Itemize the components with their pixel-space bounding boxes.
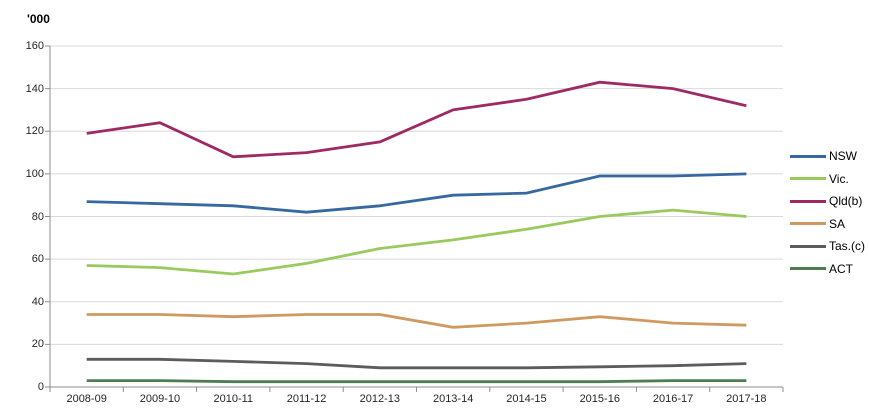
legend-label: SA bbox=[829, 216, 846, 231]
y-axis-tick-label: 120 bbox=[25, 125, 44, 138]
legend-label: NSW bbox=[829, 149, 857, 164]
series-line-tasc bbox=[86, 357, 747, 370]
series-line-vic bbox=[86, 208, 747, 276]
y-axis-tick-label: 140 bbox=[25, 82, 44, 95]
y-axis-tick-label: 160 bbox=[25, 40, 44, 52]
legend-swatch-icon bbox=[790, 199, 826, 203]
legend-item-sa: SA bbox=[790, 213, 865, 236]
legend-item-act: ACT bbox=[790, 258, 865, 281]
y-axis-tick-label: 100 bbox=[25, 167, 44, 180]
series-line-act bbox=[86, 379, 747, 384]
series-line-sa bbox=[86, 313, 747, 329]
x-axis-tick-label: 2014-15 bbox=[506, 393, 547, 405]
y-axis-tick-label: 60 bbox=[31, 253, 44, 266]
legend-label: Tas.(c) bbox=[829, 239, 865, 254]
legend-item-vic: Vic. bbox=[790, 168, 865, 191]
x-axis-tick-label: 2010-11 bbox=[213, 393, 254, 405]
x-axis-tick-label: 2009-10 bbox=[139, 393, 181, 405]
legend-swatch-icon bbox=[790, 177, 826, 181]
y-axis-tick-label: 20 bbox=[31, 338, 44, 351]
legend-swatch-icon bbox=[790, 154, 826, 158]
y-axis-unit-label: '000 bbox=[27, 12, 50, 26]
legend-label: Vic. bbox=[829, 171, 849, 186]
x-axis-tick-label: 2017-18 bbox=[726, 393, 767, 405]
legend-item-nsw: NSW bbox=[790, 145, 865, 168]
legend-swatch-icon bbox=[790, 222, 826, 226]
y-axis-tick-label: 80 bbox=[31, 210, 44, 223]
legend: NSW Vic. Qld(b) SA Tas.(c) ACT bbox=[790, 145, 865, 280]
x-axis-tick-label: 2008-09 bbox=[66, 393, 107, 405]
legend-item-tasc: Tas.(c) bbox=[790, 235, 865, 258]
x-axis-tick-label: 2011-12 bbox=[286, 393, 327, 405]
legend-swatch-icon bbox=[790, 267, 826, 271]
legend-item-qldb: Qld(b) bbox=[790, 190, 865, 213]
x-axis-tick-label: 2015-16 bbox=[579, 393, 620, 405]
legend-label: ACT bbox=[829, 261, 853, 276]
series-line-qldb bbox=[86, 80, 747, 159]
series-line-nsw bbox=[86, 172, 747, 214]
x-axis-tick-label: 2013-14 bbox=[432, 393, 474, 405]
x-axis-tick-label: 2012-13 bbox=[359, 393, 401, 405]
legend-label: Qld(b) bbox=[829, 194, 863, 209]
y-axis-tick-label: 0 bbox=[37, 381, 44, 393]
y-axis-tick-label: 40 bbox=[31, 295, 44, 308]
x-axis-tick-label: 2016-17 bbox=[652, 393, 694, 405]
legend-swatch-icon bbox=[790, 244, 826, 248]
